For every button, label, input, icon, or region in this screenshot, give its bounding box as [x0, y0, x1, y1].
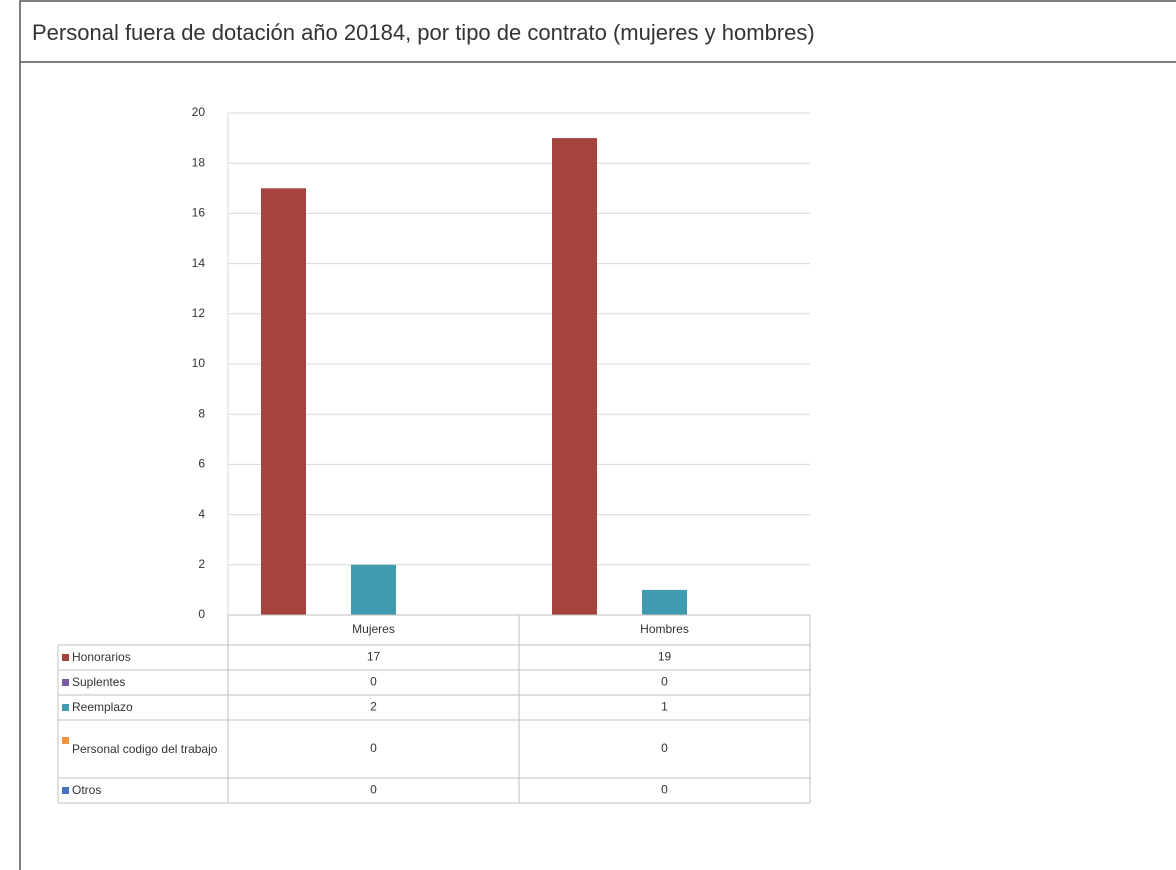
y-tick-label: 10	[192, 356, 206, 370]
bar	[261, 188, 306, 616]
legend-cell: Personal codigo del trabajo	[62, 720, 224, 778]
category-label: Hombres	[640, 622, 689, 636]
y-tick-label: 6	[198, 457, 205, 471]
legend-entry: Personal codigo del trabajo	[62, 720, 224, 778]
y-tick-label: 12	[192, 306, 206, 320]
table-value: 0	[661, 675, 668, 689]
bar	[642, 589, 687, 615]
legend-label: Suplentes	[72, 675, 126, 689]
table-value: 17	[367, 650, 381, 664]
table-value: 0	[661, 741, 668, 755]
y-tick-label: 2	[198, 557, 205, 571]
chart-title: Personal fuera de dotación año 20184, po…	[32, 20, 815, 45]
legend-key	[62, 654, 69, 661]
legend-key	[62, 787, 69, 794]
legend-entry: Honorarios	[62, 645, 224, 670]
table-value: 0	[370, 675, 377, 689]
y-tick-label: 20	[192, 105, 206, 119]
legend-entry: Suplentes	[62, 670, 224, 695]
y-tick-label: 16	[192, 206, 206, 220]
legend-label: Reemplazo	[72, 700, 133, 714]
y-tick-label: 18	[192, 155, 206, 169]
frame	[19, 0, 1176, 870]
legend-key	[62, 679, 69, 686]
table-value: 0	[370, 741, 377, 755]
table-value: 2	[370, 700, 377, 714]
bar	[351, 564, 396, 615]
table-value: 19	[658, 650, 672, 664]
legend-cell: Honorarios	[62, 645, 224, 670]
y-tick-label: 0	[198, 607, 205, 621]
table-value: 0	[370, 783, 377, 797]
legend-cell: Otros	[62, 778, 224, 803]
legend-cell: Reemplazo	[62, 695, 224, 720]
table-value: 1	[661, 700, 668, 714]
y-tick-label: 14	[192, 256, 206, 270]
legend-entry: Otros	[62, 778, 224, 803]
legend-entry: Reemplazo	[62, 695, 224, 720]
y-tick-label: 4	[198, 507, 205, 521]
legend-label: Personal codigo del trabajo	[72, 741, 218, 756]
legend-key	[62, 704, 69, 711]
table-value: 0	[661, 783, 668, 797]
y-tick-label: 8	[198, 406, 205, 420]
legend-label: Honorarios	[72, 650, 131, 664]
legend-key	[62, 737, 69, 744]
legend-cell: Suplentes	[62, 670, 224, 695]
legend-label: Otros	[72, 783, 102, 797]
category-label: Mujeres	[352, 622, 395, 636]
bar	[552, 138, 597, 615]
